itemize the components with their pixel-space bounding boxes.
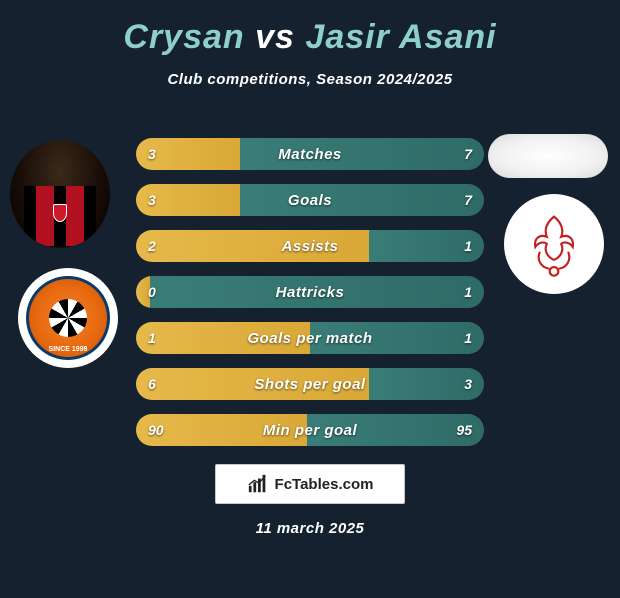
stat-label: Assists (136, 230, 484, 262)
stats-chart: 37Matches 37Goals 21Assists 01Hattricks 11Go… (136, 138, 484, 460)
stat-label: Hattricks (136, 276, 484, 308)
player1-name: Crysan (123, 18, 244, 56)
player1-jersey (24, 186, 96, 246)
stat-label: Matches (136, 138, 484, 170)
stat-row: 21Assists (136, 230, 484, 262)
stat-label: Goals (136, 184, 484, 216)
date-label: 11 march 2025 (0, 520, 620, 537)
player1-club-crest: SINCE 1998 (18, 268, 118, 368)
stat-label: Goals per match (136, 322, 484, 354)
stat-row: 11Goals per match (136, 322, 484, 354)
player2-name: Jasir Asani (305, 18, 496, 56)
stat-label: Min per goal (136, 414, 484, 446)
stat-row: 37Matches (136, 138, 484, 170)
vs-separator: vs (255, 18, 295, 56)
stat-row: 9095Min per goal (136, 414, 484, 446)
subtitle: Club competitions, Season 2024/2025 (0, 71, 620, 88)
crest-left-subtext: SINCE 1998 (29, 346, 107, 353)
stat-label: Shots per goal (136, 368, 484, 400)
player2-club-crest (504, 194, 604, 294)
bar-chart-icon (247, 473, 269, 495)
stat-row: 37Goals (136, 184, 484, 216)
phoenix-icon (518, 208, 590, 280)
source-brand: FcTables.com (275, 476, 374, 493)
stat-row: 01Hattricks (136, 276, 484, 308)
player1-avatar (10, 140, 110, 248)
comparison-title: Crysan vs Jasir Asani (0, 18, 620, 57)
source-badge[interactable]: FcTables.com (215, 464, 405, 504)
stat-row: 63Shots per goal (136, 368, 484, 400)
player2-avatar (488, 134, 608, 178)
